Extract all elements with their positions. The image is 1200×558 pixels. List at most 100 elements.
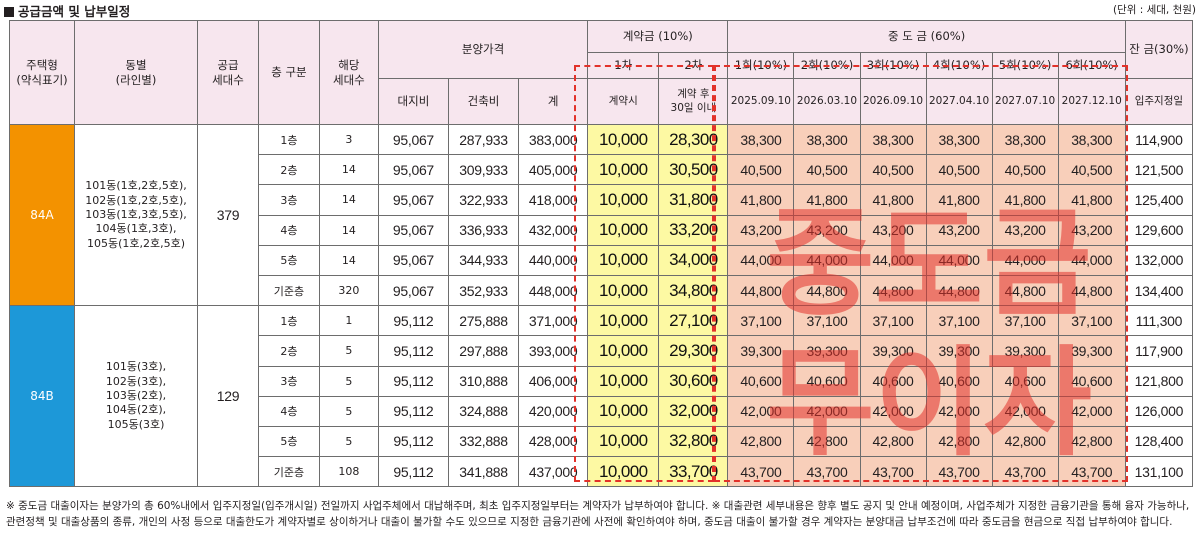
mid-payment-cell: 41,800 (925, 184, 993, 216)
header-balance-when: 입주지정일 (1124, 78, 1194, 125)
mid-payment-cell: 41,800 (793, 184, 861, 216)
units-cell: 14 (318, 184, 379, 216)
floor-cell: 3층 (257, 184, 320, 216)
header-type-line1: 주택형 (26, 58, 58, 73)
mid-payment-cell: 39,300 (793, 335, 861, 367)
floor-cell: 4층 (257, 395, 320, 427)
header-units: 해당 세대수 (318, 20, 379, 125)
floor-cell: 기준층 (257, 456, 320, 488)
header-dong: 동별 (라인별) (74, 20, 198, 125)
floor-cell: 2층 (257, 335, 320, 367)
mid-payment-cell: 42,000 (793, 395, 861, 427)
mid-payment-cell: 37,100 (925, 305, 993, 337)
contract-2-cell: 29,300 (658, 335, 729, 367)
mid-payment-cell: 39,300 (727, 335, 795, 367)
table-row: 기준층 108 95,112 341,888 437,000 10,000 33,700 43… (10, 456, 1194, 488)
header-supply-line1: 공급 (217, 58, 239, 73)
header-mid-group: 중 도 금 (60%) (727, 20, 1126, 53)
balance-cell: 114,900 (1124, 123, 1194, 156)
header-dong-line2: (라인별) (115, 72, 157, 87)
balance-cell: 117,900 (1124, 335, 1194, 367)
balance-cell: 134,400 (1124, 274, 1194, 307)
dong-lines-cell: 101동(3호), 102동(3호), 103동(2호), 104동(2호), 105동… (74, 305, 198, 488)
contract-2-cell: 32,800 (658, 425, 729, 458)
contract-1-cell: 10,000 (587, 274, 660, 307)
contract-2-cell: 33,200 (658, 214, 729, 246)
mid-payment-cell: 43,700 (727, 456, 795, 488)
total-price-cell: 437,000 (518, 456, 589, 488)
floor-cell: 3층 (257, 365, 320, 397)
header-mid-round-6: 6회(10%) (1057, 52, 1126, 79)
title-bar: 공급금액 및 납부일정 (단위 : 세대, 천원) (4, 1, 1196, 20)
land-price-cell: 95,112 (377, 335, 449, 367)
balance-cell: 128,400 (1124, 425, 1194, 458)
units-cell: 14 (318, 244, 379, 276)
mid-payment-cell: 44,000 (925, 244, 993, 276)
floor-cell: 5층 (257, 425, 320, 458)
total-price-cell: 383,000 (518, 123, 589, 156)
header-mid-date-4: 2027.04.10 (925, 78, 993, 125)
building-price-cell: 324,888 (447, 395, 520, 427)
mid-payment-cell: 43,200 (859, 214, 927, 246)
table-row: 기준층 320 95,067 352,933 448,000 10,000 34,800 44… (10, 274, 1194, 307)
mid-payment-cell: 40,500 (1057, 154, 1126, 186)
units-cell: 5 (318, 395, 379, 427)
section-title: 공급금액 및 납부일정 (4, 1, 130, 20)
mid-payment-cell: 44,000 (859, 244, 927, 276)
mid-payment-cell: 43,200 (793, 214, 861, 246)
mid-payment-cell: 43,200 (925, 214, 993, 246)
floor-cell: 2층 (257, 154, 320, 186)
land-price-cell: 95,112 (377, 456, 449, 488)
mid-payment-cell: 42,800 (991, 425, 1059, 458)
mid-payment-cell: 40,600 (793, 365, 861, 397)
footnote: ※ 중도금 대출이자는 분양가의 총 60%내에서 입주지정일(입주개시일) 전… (6, 500, 1190, 528)
mid-payment-cell: 39,300 (925, 335, 993, 367)
mid-payment-cell: 42,800 (1057, 425, 1126, 458)
building-price-cell: 344,933 (447, 244, 520, 276)
header-mid-round-4: 4회(10%) (925, 52, 993, 79)
balance-cell: 131,100 (1124, 456, 1194, 488)
header-contract-group: 계약금 (10%) (587, 20, 729, 53)
mid-payment-cell: 38,300 (925, 123, 993, 156)
mid-payment-cell: 42,000 (991, 395, 1059, 427)
header-contract-2: 2차 (658, 52, 729, 79)
building-price-cell: 336,933 (447, 214, 520, 246)
mid-payment-cell: 40,600 (859, 365, 927, 397)
mid-payment-cell: 43,700 (793, 456, 861, 488)
supply-count-cell: 379 (196, 123, 259, 307)
mid-payment-cell: 39,300 (1057, 335, 1126, 367)
land-price-cell: 95,112 (377, 305, 449, 337)
dong-line: 102동(3호), (105, 374, 167, 388)
type-cell: 84B (8, 305, 76, 488)
units-cell: 5 (318, 425, 379, 458)
land-price-cell: 95,067 (377, 154, 449, 186)
mid-payment-cell: 42,000 (727, 395, 795, 427)
mid-payment-cell: 44,800 (793, 274, 861, 307)
contract-2-cell: 30,600 (658, 365, 729, 397)
header-mid-date-3: 2026.09.10 (859, 78, 927, 125)
mid-payment-cell: 41,800 (727, 184, 795, 216)
units-cell: 320 (318, 274, 379, 307)
header-mid-round-5: 5회(10%) (991, 52, 1059, 79)
header-supply-line2: 세대수 (212, 72, 244, 87)
floor-cell: 1층 (257, 123, 320, 156)
header-land: 대지비 (377, 78, 449, 125)
supply-count-cell: 129 (196, 305, 259, 488)
header-contract-2-when: 계약 후 30일 이내 (658, 78, 729, 125)
price-table-wrapper: 주택형 (약식표기) 동별 (라인별) 공급 세대수 층 구분 해당 세대수 분양가격 … (8, 20, 1194, 488)
contract-2-cell: 34,000 (658, 244, 729, 276)
header-mid-date-1: 2025.09.10 (727, 78, 795, 125)
table-row: 2층 14 95,067 309,933 405,000 10,000 30,500 40,5… (10, 154, 1194, 186)
mid-payment-cell: 40,500 (727, 154, 795, 186)
header-units-line1: 해당 (338, 58, 360, 73)
square-bullet-icon (4, 7, 14, 17)
mid-payment-cell: 38,300 (793, 123, 861, 156)
header-balance-group: 잔 금(30%) (1124, 20, 1194, 79)
balance-cell: 121,500 (1124, 154, 1194, 186)
mid-payment-cell: 42,000 (1057, 395, 1126, 427)
mid-payment-cell: 44,000 (793, 244, 861, 276)
type-cell: 84A (8, 123, 76, 307)
land-price-cell: 95,067 (377, 214, 449, 246)
mid-payment-cell: 42,800 (859, 425, 927, 458)
mid-payment-cell: 42,800 (793, 425, 861, 458)
